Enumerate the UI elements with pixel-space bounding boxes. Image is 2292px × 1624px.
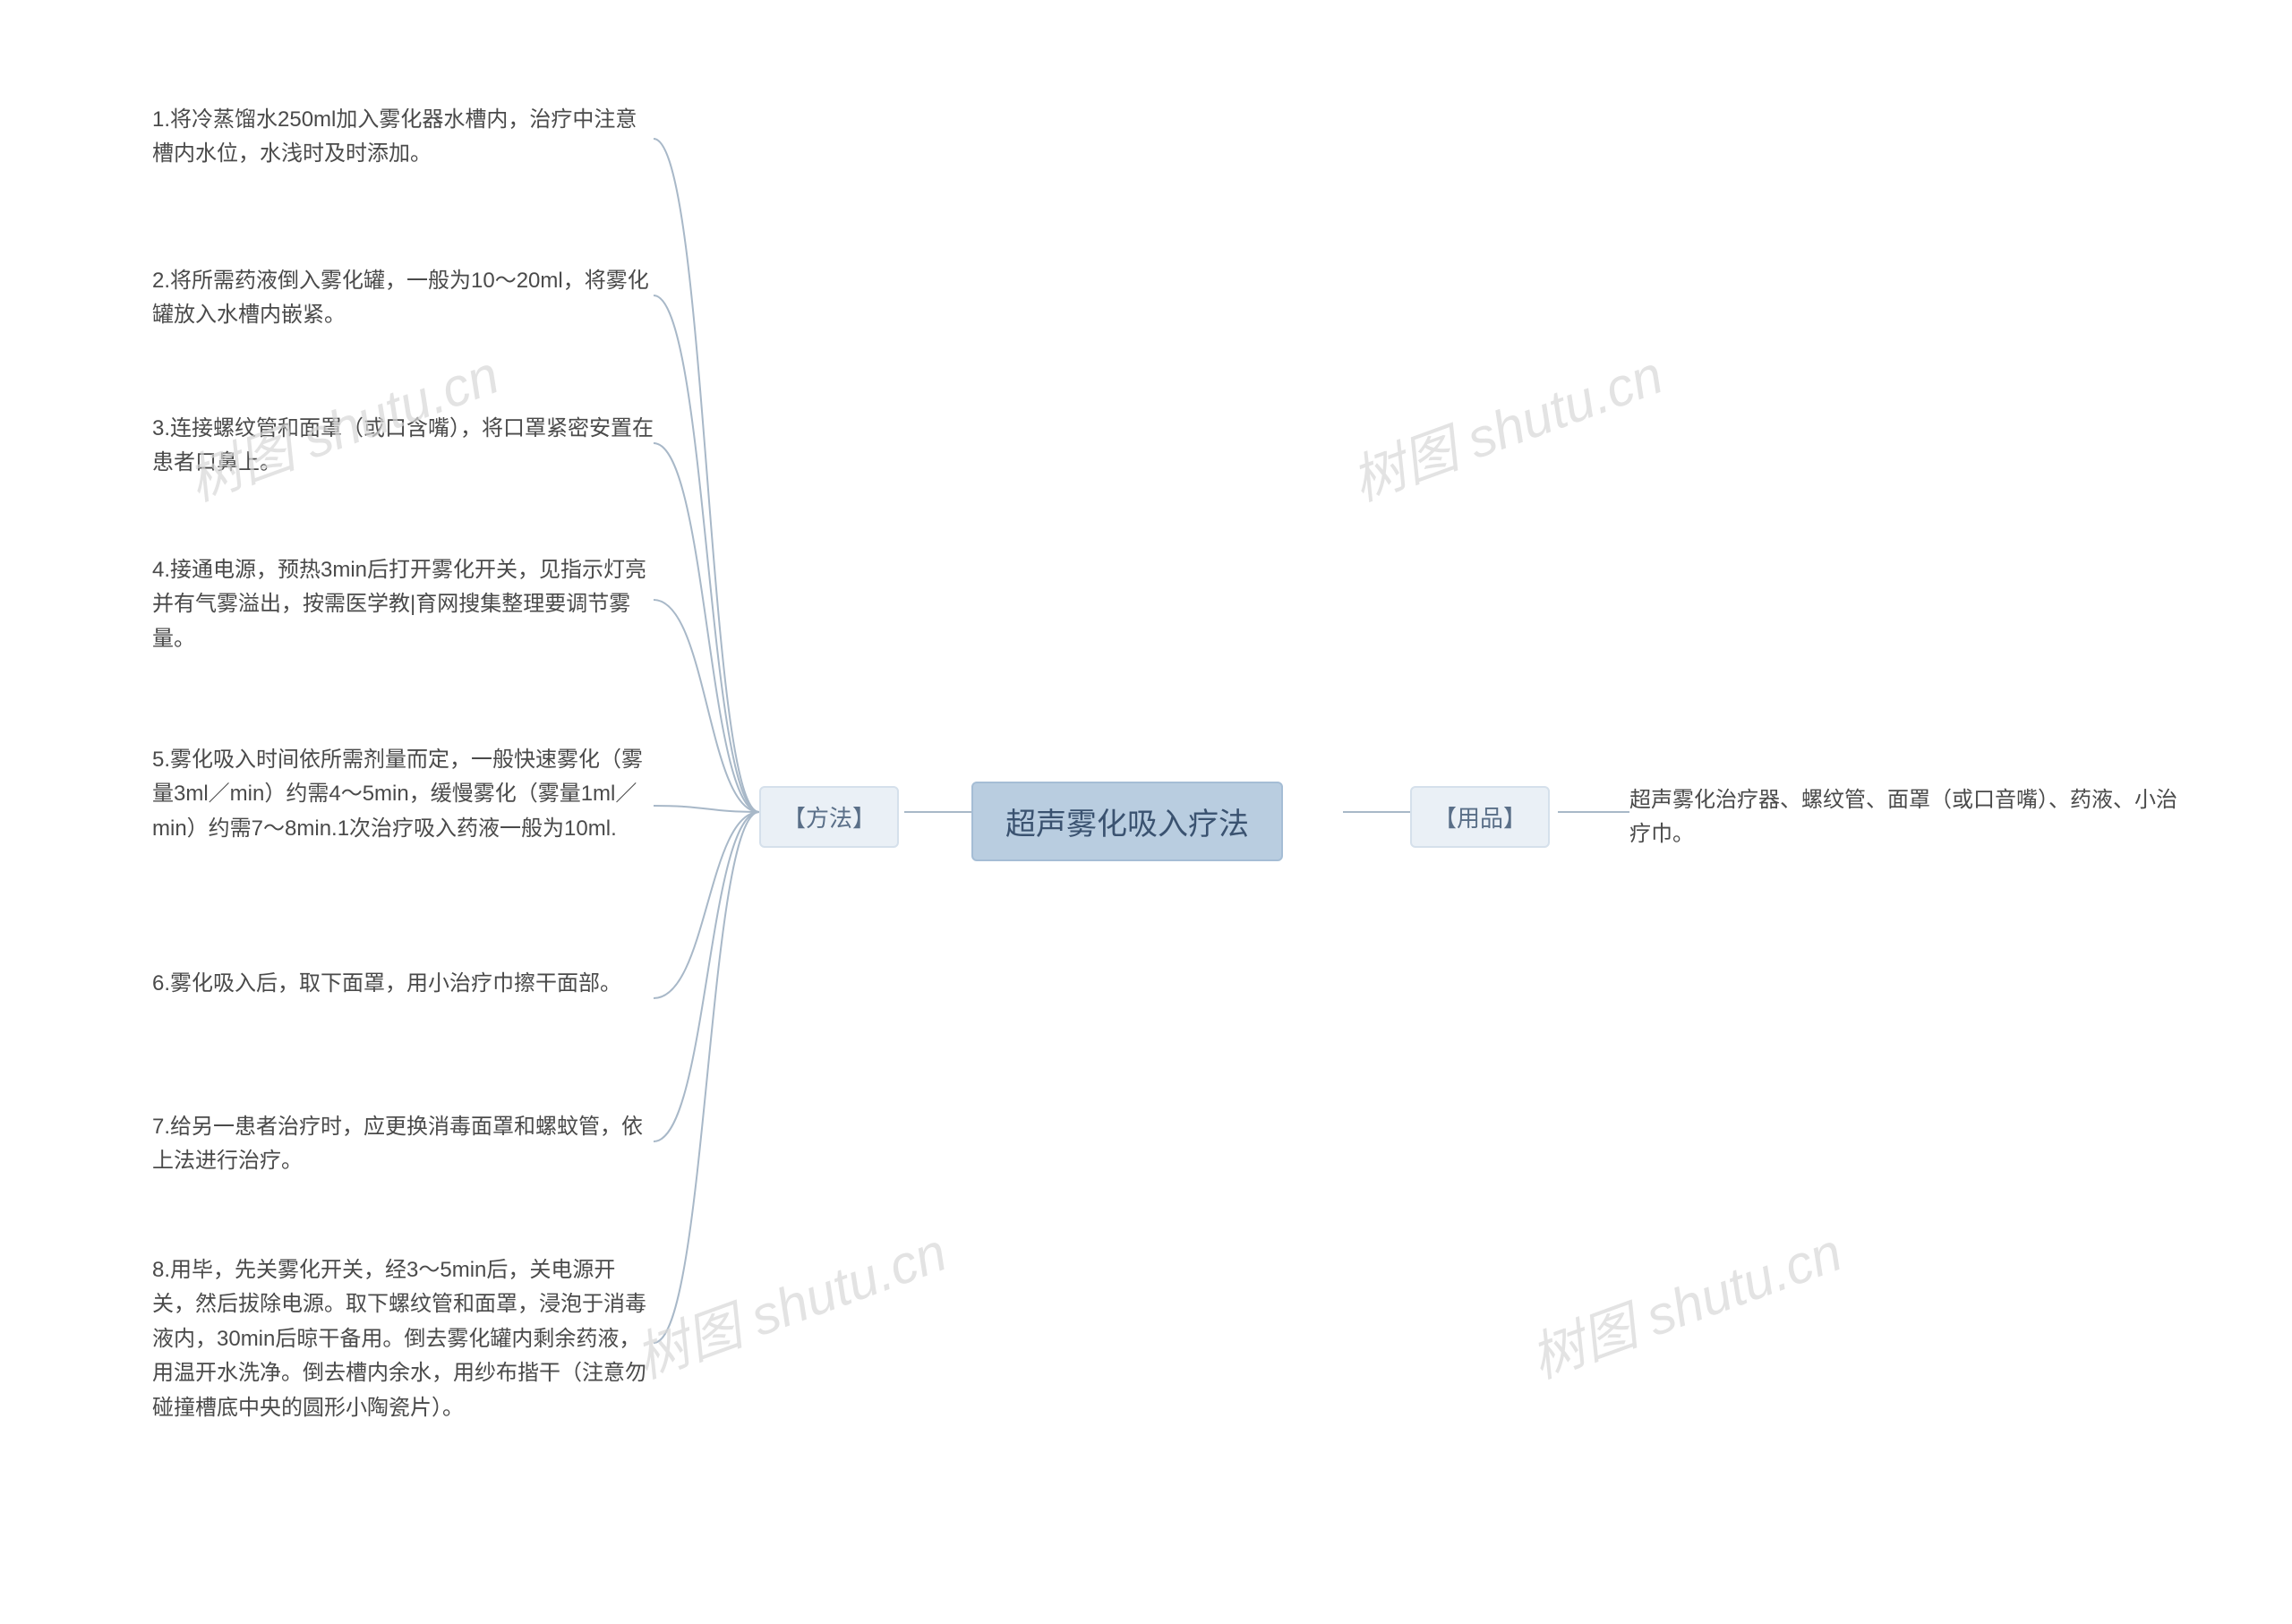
branch-left-label: 【方法】 (783, 800, 876, 833)
left-item-5-text: 6.雾化吸入后，取下面罩，用小治疗巾擦干面部。 (152, 971, 621, 996)
left-item-7: 8.用毕，先关雾化开关，经3～5min后，关电源开关，然后拔除电源。取下螺纹管和… (152, 1253, 654, 1425)
left-item-0-text: 1.将冷蒸馏水250ml加入雾化器水槽内，治疗中注意槽内水位，水浅时及时添加。 (152, 107, 637, 166)
left-item-3: 4.接通电源，预热3min后打开雾化开关，见指示灯亮并有气雾溢出，按需医学教|育… (152, 553, 654, 656)
left-item-2: 3.连接螺纹管和面罩（或口含嘴），将口罩紧密安置在患者口鼻上。 (152, 412, 654, 481)
left-item-3-text: 4.接通电源，预热3min后打开雾化开关，见指示灯亮并有气雾溢出，按需医学教|育… (152, 558, 646, 651)
right-item-0-text: 超声雾化治疗器、螺纹管、面罩（或口音嘴）、药液、小治疗巾。 (1629, 788, 2177, 846)
root-node[interactable]: 超声雾化吸入疗法 (971, 782, 1283, 861)
left-item-5: 6.雾化吸入后，取下面罩，用小治疗巾擦干面部。 (152, 967, 621, 1001)
left-item-6-text: 7.给另一患者治疗时，应更换消毒面罩和螺蚊管，依上法进行治疗。 (152, 1115, 643, 1173)
left-item-1: 2.将所需药液倒入雾化罐，一般为10～20ml，将雾化罐放入水槽内嵌紧。 (152, 264, 654, 333)
watermark: 树图 shutu.cn (1518, 1209, 1851, 1393)
mindmap-canvas: 超声雾化吸入疗法 【方法】 【用品】 超声雾化治疗器、螺纹管、面罩（或口音嘴）、… (0, 0, 2292, 1624)
branch-left[interactable]: 【方法】 (759, 786, 899, 848)
left-item-6: 7.给另一患者治疗时，应更换消毒面罩和螺蚊管，依上法进行治疗。 (152, 1110, 654, 1179)
root-label: 超声雾化吸入疗法 (1005, 799, 1249, 843)
right-item-0: 超声雾化治疗器、螺纹管、面罩（或口音嘴）、药液、小治疗巾。 (1629, 783, 2185, 852)
watermark: 树图 shutu.cn (1339, 331, 1672, 516)
left-item-0: 1.将冷蒸馏水250ml加入雾化器水槽内，治疗中注意槽内水位，水浅时及时添加。 (152, 103, 654, 172)
branch-right[interactable]: 【用品】 (1410, 786, 1550, 848)
left-item-7-text: 8.用毕，先关雾化开关，经3～5min后，关电源开关，然后拔除电源。取下螺纹管和… (152, 1258, 646, 1420)
left-item-2-text: 3.连接螺纹管和面罩（或口含嘴），将口罩紧密安置在患者口鼻上。 (152, 416, 654, 474)
left-item-4: 5.雾化吸入时间依所需剂量而定，一般快速雾化（雾量3ml／min）约需4～5mi… (152, 743, 654, 846)
branch-right-label: 【用品】 (1433, 800, 1527, 833)
left-item-1-text: 2.将所需药液倒入雾化罐，一般为10～20ml，将雾化罐放入水槽内嵌紧。 (152, 269, 649, 327)
watermark: 树图 shutu.cn (623, 1209, 955, 1393)
left-item-4-text: 5.雾化吸入时间依所需剂量而定，一般快速雾化（雾量3ml／min）约需4～5mi… (152, 748, 643, 841)
